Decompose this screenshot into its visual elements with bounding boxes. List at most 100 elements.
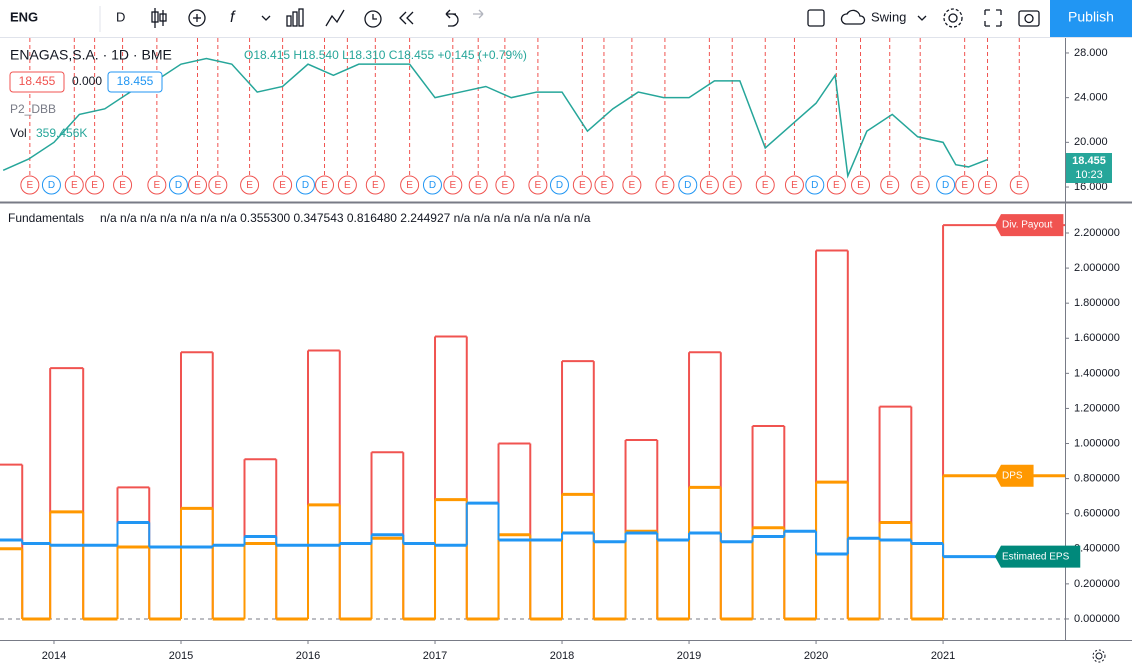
event-marker[interactable] [168, 175, 188, 195]
x-tick-label: 2015 [169, 650, 193, 662]
event-marker[interactable] [549, 175, 569, 195]
event-label: E [475, 180, 482, 191]
event-label: D [684, 180, 691, 191]
event-marker[interactable] [443, 175, 463, 195]
y-tick-label: 1.000000 [1074, 437, 1120, 449]
event-marker[interactable] [784, 175, 804, 195]
legend-title: ENAGAS,S.A. · 1D · BME [10, 47, 172, 63]
y-tick-label: 2.000000 [1074, 262, 1120, 274]
last-price-badge [1066, 153, 1112, 183]
event-marker[interactable] [655, 175, 675, 195]
cloud-icon[interactable] [840, 9, 866, 25]
y-tick-label: 0.000000 [1074, 613, 1120, 625]
event-label: E [762, 180, 769, 191]
event-marker[interactable] [805, 175, 825, 195]
settings-icon[interactable] [943, 8, 963, 28]
event-label: E [857, 180, 864, 191]
event-marker[interactable] [188, 175, 208, 195]
x-tick-label: 2021 [931, 650, 955, 662]
event-marker[interactable] [208, 175, 228, 195]
x-tick-label: 2017 [423, 650, 447, 662]
event-marker[interactable] [978, 175, 998, 195]
event-label: E [706, 180, 713, 191]
symbol[interactable]: ENG [10, 9, 38, 24]
event-marker[interactable] [755, 175, 775, 195]
event-label: E [729, 180, 736, 191]
event-marker[interactable] [528, 175, 548, 195]
publish-button[interactable] [1050, 0, 1132, 37]
redo-icon[interactable] [473, 9, 484, 19]
event-marker[interactable] [365, 175, 385, 195]
event-marker[interactable] [910, 175, 930, 195]
event-marker[interactable] [722, 175, 742, 195]
event-marker[interactable] [880, 175, 900, 195]
bars-icon[interactable] [286, 8, 304, 27]
event-marker[interactable] [572, 175, 592, 195]
y-tick-label: 0.400000 [1074, 543, 1120, 555]
indicator-add-icon[interactable] [188, 9, 206, 27]
y-tick-label: 28.000 [1074, 47, 1108, 59]
badge-label: 18.455 [117, 74, 154, 88]
replay-icon[interactable] [399, 11, 414, 25]
fundamentals-values: n/a n/a n/a n/a n/a n/a n/a 0.355300 0.3… [100, 211, 591, 225]
layout-icon[interactable] [807, 9, 825, 27]
event-marker[interactable] [400, 175, 420, 195]
dropdown-icon[interactable] [917, 15, 927, 21]
event-label: E [449, 180, 456, 191]
event-marker[interactable] [622, 175, 642, 195]
event-marker[interactable] [64, 175, 84, 195]
event-marker[interactable] [273, 175, 293, 195]
event-marker[interactable] [147, 175, 167, 195]
y-tick-label: 20.000 [1074, 136, 1108, 148]
fx-icon[interactable]: f [230, 9, 236, 26]
last-price: 18.455 [1072, 155, 1106, 167]
event-marker[interactable] [594, 175, 614, 195]
event-marker[interactable] [936, 175, 956, 195]
event-label: E [321, 180, 328, 191]
event-label: D [302, 180, 309, 191]
publish-label[interactable]: Publish [1068, 9, 1114, 25]
event-marker[interactable] [495, 175, 515, 195]
event-label: E [154, 180, 161, 191]
event-label: E [344, 180, 351, 191]
undo-icon[interactable] [445, 9, 459, 27]
event-marker[interactable] [315, 175, 335, 195]
dropdown-icon[interactable] [261, 15, 271, 21]
settings-icon[interactable] [1092, 649, 1106, 663]
event-marker[interactable] [85, 175, 105, 195]
event-marker[interactable] [240, 175, 260, 195]
y-tick-label: 2.200000 [1074, 227, 1120, 239]
event-marker[interactable] [678, 175, 698, 195]
event-marker[interactable] [826, 175, 846, 195]
layout-name[interactable]: Swing [871, 9, 906, 24]
x-tick-label: 2016 [296, 650, 320, 662]
snapshot-icon[interactable] [1018, 10, 1040, 27]
event-marker[interactable] [851, 175, 871, 195]
badge [9, 71, 65, 93]
event-marker[interactable] [1009, 175, 1029, 195]
fullscreen-icon[interactable] [984, 9, 1002, 27]
alert-icon[interactable] [364, 10, 382, 28]
volume-value: 359.456K [36, 126, 87, 140]
series-label: Div. Payout [1002, 220, 1053, 231]
event-label: E [1016, 180, 1023, 191]
event-marker[interactable] [41, 175, 61, 195]
interval[interactable]: D [116, 9, 125, 24]
series-label-badge [995, 214, 1064, 237]
event-marker[interactable] [20, 175, 40, 195]
y-tick-label: 1.600000 [1074, 332, 1120, 344]
event-marker[interactable] [422, 175, 442, 195]
event-marker[interactable] [337, 175, 357, 195]
y-tick-label: 16.000 [1074, 181, 1108, 193]
event-label: E [27, 180, 34, 191]
event-marker[interactable] [295, 175, 315, 195]
event-label: E [71, 180, 78, 191]
y-tick-label: 24.000 [1074, 92, 1108, 104]
event-marker[interactable] [955, 175, 975, 195]
event-marker[interactable] [113, 175, 133, 195]
event-marker[interactable] [468, 175, 488, 195]
compare-icon[interactable] [325, 9, 345, 27]
candles-icon[interactable] [151, 8, 167, 28]
event-label: D [556, 180, 563, 191]
event-marker[interactable] [699, 175, 719, 195]
